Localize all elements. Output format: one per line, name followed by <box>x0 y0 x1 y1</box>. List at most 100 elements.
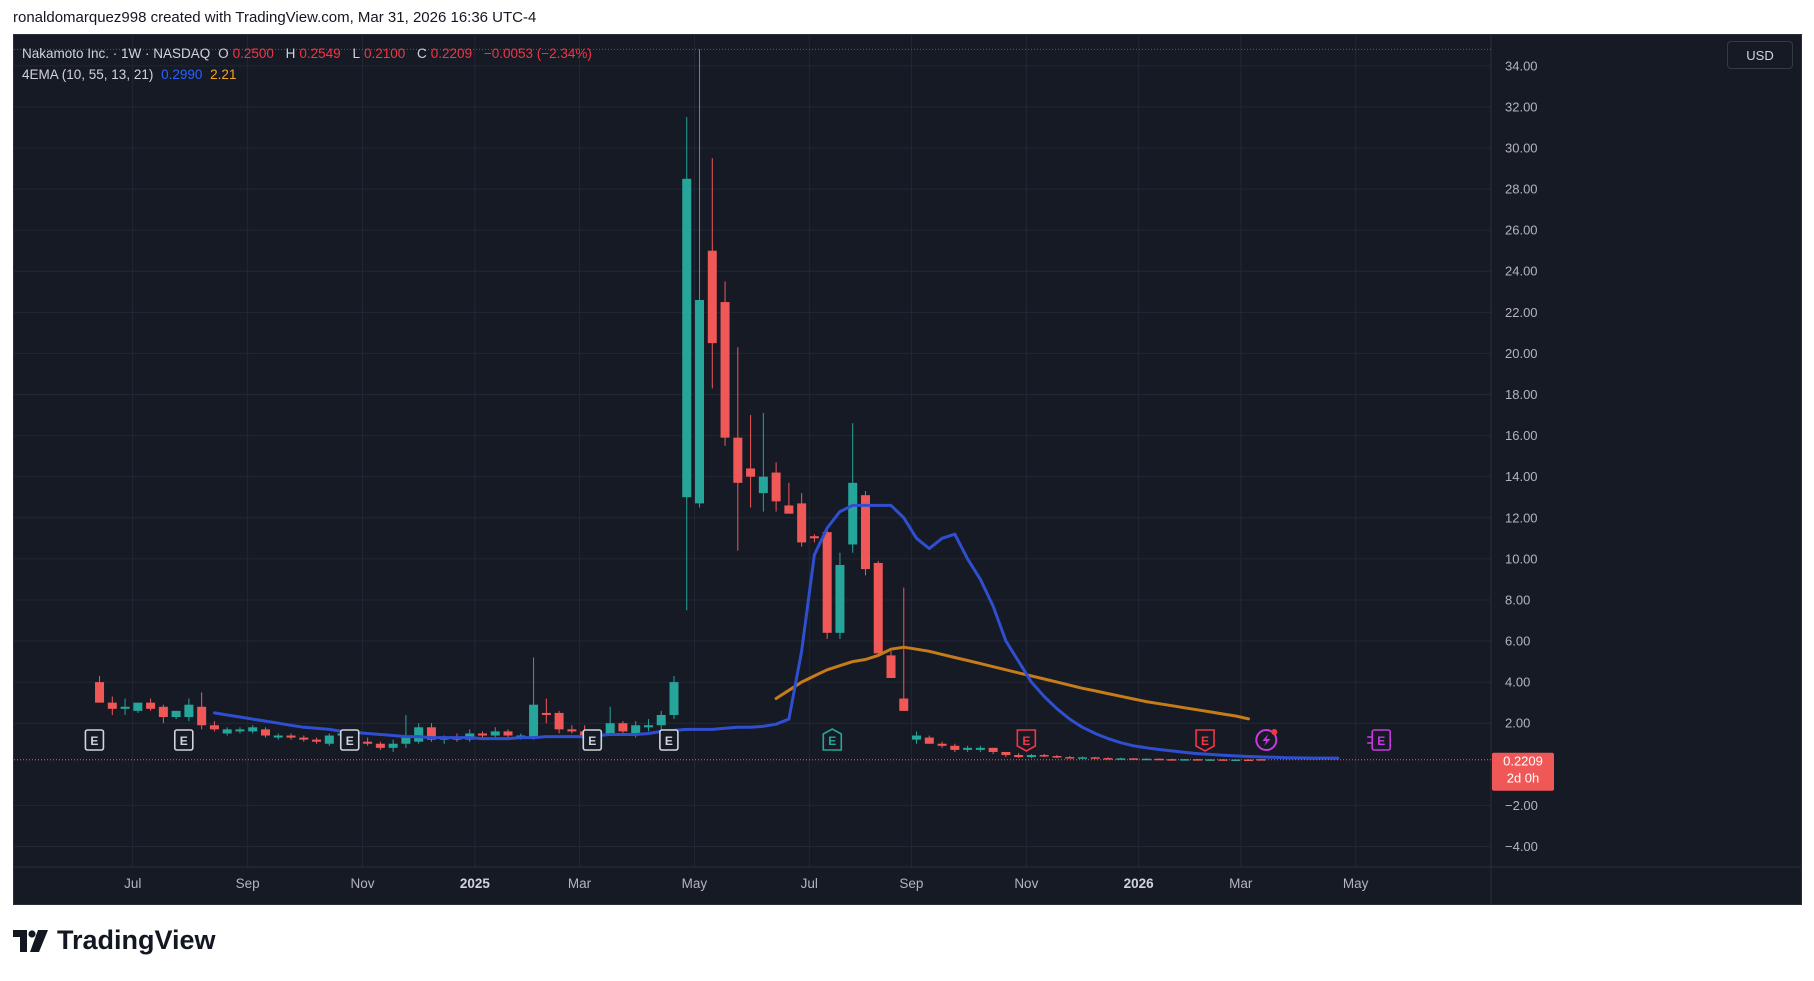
earnings-marker[interactable]: E <box>84 729 105 751</box>
earnings-badge-icon <box>822 728 843 751</box>
candle-body <box>324 735 334 744</box>
candle-body <box>899 698 909 711</box>
candle-body <box>146 702 156 709</box>
earnings-badge-icon <box>1195 729 1215 752</box>
candlestick-chart[interactable]: 34.00 32.00 30.00 28.00 26.00 24.00 22.00 20.00… <box>14 35 1801 904</box>
candle-body <box>618 723 628 732</box>
bolt-circle-icon <box>1255 729 1278 751</box>
symbol-label[interactable]: Nakamoto Inc. · 1W · NASDAQ <box>22 46 211 61</box>
candle-body <box>426 727 436 740</box>
tradingview-logo[interactable]: TradingView <box>13 925 216 956</box>
currency-button[interactable]: USD <box>1727 41 1793 69</box>
bolt-icon <box>1262 734 1271 746</box>
price-axis: 34.00 32.00 30.00 28.00 26.00 24.00 22.00 20.00… <box>1505 58 1538 854</box>
price-axis-tick-label: 20.00 <box>1505 346 1538 361</box>
earnings-badge-icon <box>84 729 105 751</box>
candle-body <box>937 743 947 746</box>
dividend-marker[interactable] <box>1255 729 1278 751</box>
candle-body <box>669 682 679 715</box>
time-axis-tick-label: Nov <box>350 876 374 891</box>
time-axis-tick-label: Jul <box>124 876 141 891</box>
legend-row-symbol: Nakamoto Inc. · 1W · NASDAQ O 0.2500 H 0.2… <box>22 43 596 64</box>
candle-body <box>478 733 488 736</box>
candle-body <box>797 503 807 543</box>
candle-body <box>809 536 819 539</box>
earnings-letter: E <box>346 734 354 748</box>
chart-caption: ronaldomarquez998 created with TradingVi… <box>13 9 537 26</box>
earnings-badge-icon <box>1016 729 1037 752</box>
high-label: H <box>285 46 296 61</box>
candle-body <box>363 741 373 744</box>
candle-body <box>375 743 385 748</box>
time-axis-tick-label: May <box>682 876 708 891</box>
ema-slow-line <box>774 645 1250 721</box>
earnings-badge-icon <box>1371 729 1392 751</box>
candle-body <box>541 712 551 715</box>
indicator-name[interactable]: 4EMA (10, 55, 13, 21) <box>22 67 154 82</box>
earnings-letter: E <box>180 734 188 748</box>
price-axis-tick-label: 24.00 <box>1505 264 1538 279</box>
candle-body <box>260 729 270 736</box>
candle-body <box>656 714 666 726</box>
candle-body <box>133 702 143 711</box>
candle-body <box>1026 755 1036 758</box>
candle-body <box>950 745 960 750</box>
price-axis-tick-label: 6.00 <box>1505 634 1530 649</box>
earnings-marker[interactable]: E <box>659 729 679 751</box>
candle-body <box>1141 758 1151 761</box>
high-value: 0.2549 <box>299 46 341 61</box>
candle-body <box>312 739 322 742</box>
price-axis-tick-label: 14.00 <box>1505 469 1538 484</box>
candle-body <box>286 735 296 738</box>
tradingview-wordmark: TradingView <box>57 925 216 955</box>
earnings-marker[interactable]: E <box>339 729 360 751</box>
candle-body <box>605 723 615 734</box>
candle-body <box>107 702 117 709</box>
low-label: L <box>352 46 360 61</box>
candle-body <box>273 735 283 738</box>
earnings-marker[interactable]: E <box>1367 729 1392 751</box>
last-price-tag-countdown: 2d 0h <box>1507 771 1540 786</box>
time-axis-tick-label: Mar <box>1229 876 1253 891</box>
candle-body <box>1052 756 1062 758</box>
time-axis-tick-label: May <box>1343 876 1369 891</box>
time-axis-tick-label: Nov <box>1014 876 1038 891</box>
close-value: 0.2209 <box>430 46 473 61</box>
candle-body <box>503 731 513 736</box>
earnings-marker[interactable]: E <box>1016 729 1037 752</box>
candle-body <box>1077 757 1087 759</box>
price-axis-tick-label: 12.00 <box>1505 510 1538 525</box>
candle-body <box>388 743 398 748</box>
chart-panel[interactable]: 34.00 32.00 30.00 28.00 26.00 24.00 22.00 20.00… <box>13 34 1802 905</box>
candle-body <box>848 482 858 545</box>
candle-body <box>720 302 730 438</box>
close-label: C <box>417 46 427 61</box>
price-axis-tick-label: 26.00 <box>1505 223 1538 238</box>
earnings-marker[interactable]: E <box>173 729 194 751</box>
candle-body <box>707 250 717 344</box>
candle-body <box>746 468 756 477</box>
earnings-letter: E <box>1377 734 1385 748</box>
candle-body <box>1167 759 1177 761</box>
candle-body <box>695 300 705 504</box>
candle-body <box>988 747 998 752</box>
candle-body <box>1192 759 1202 761</box>
candle-body <box>758 476 768 494</box>
earnings-marker[interactable]: E <box>1195 729 1215 752</box>
earnings-marker[interactable]: E <box>822 728 843 751</box>
price-axis-tick-label: 34.00 <box>1505 58 1538 73</box>
candle-body <box>1039 755 1049 757</box>
candle-body <box>490 731 500 736</box>
candle-body <box>822 532 832 633</box>
candle-body <box>975 747 985 750</box>
time-axis: Jul Sep Nov 2025 Mar May Jul Sep Nov 2026 Mar May <box>124 876 1369 891</box>
candle-body <box>158 706 168 718</box>
earnings-badge-icon <box>339 729 360 751</box>
candle-body <box>222 729 232 734</box>
price-axis-tick-label: 4.00 <box>1505 675 1530 690</box>
candle-body <box>682 178 692 498</box>
earnings-badge-icon <box>173 729 194 751</box>
earnings-marker[interactable]: E <box>582 729 603 751</box>
candle-body <box>120 706 130 709</box>
